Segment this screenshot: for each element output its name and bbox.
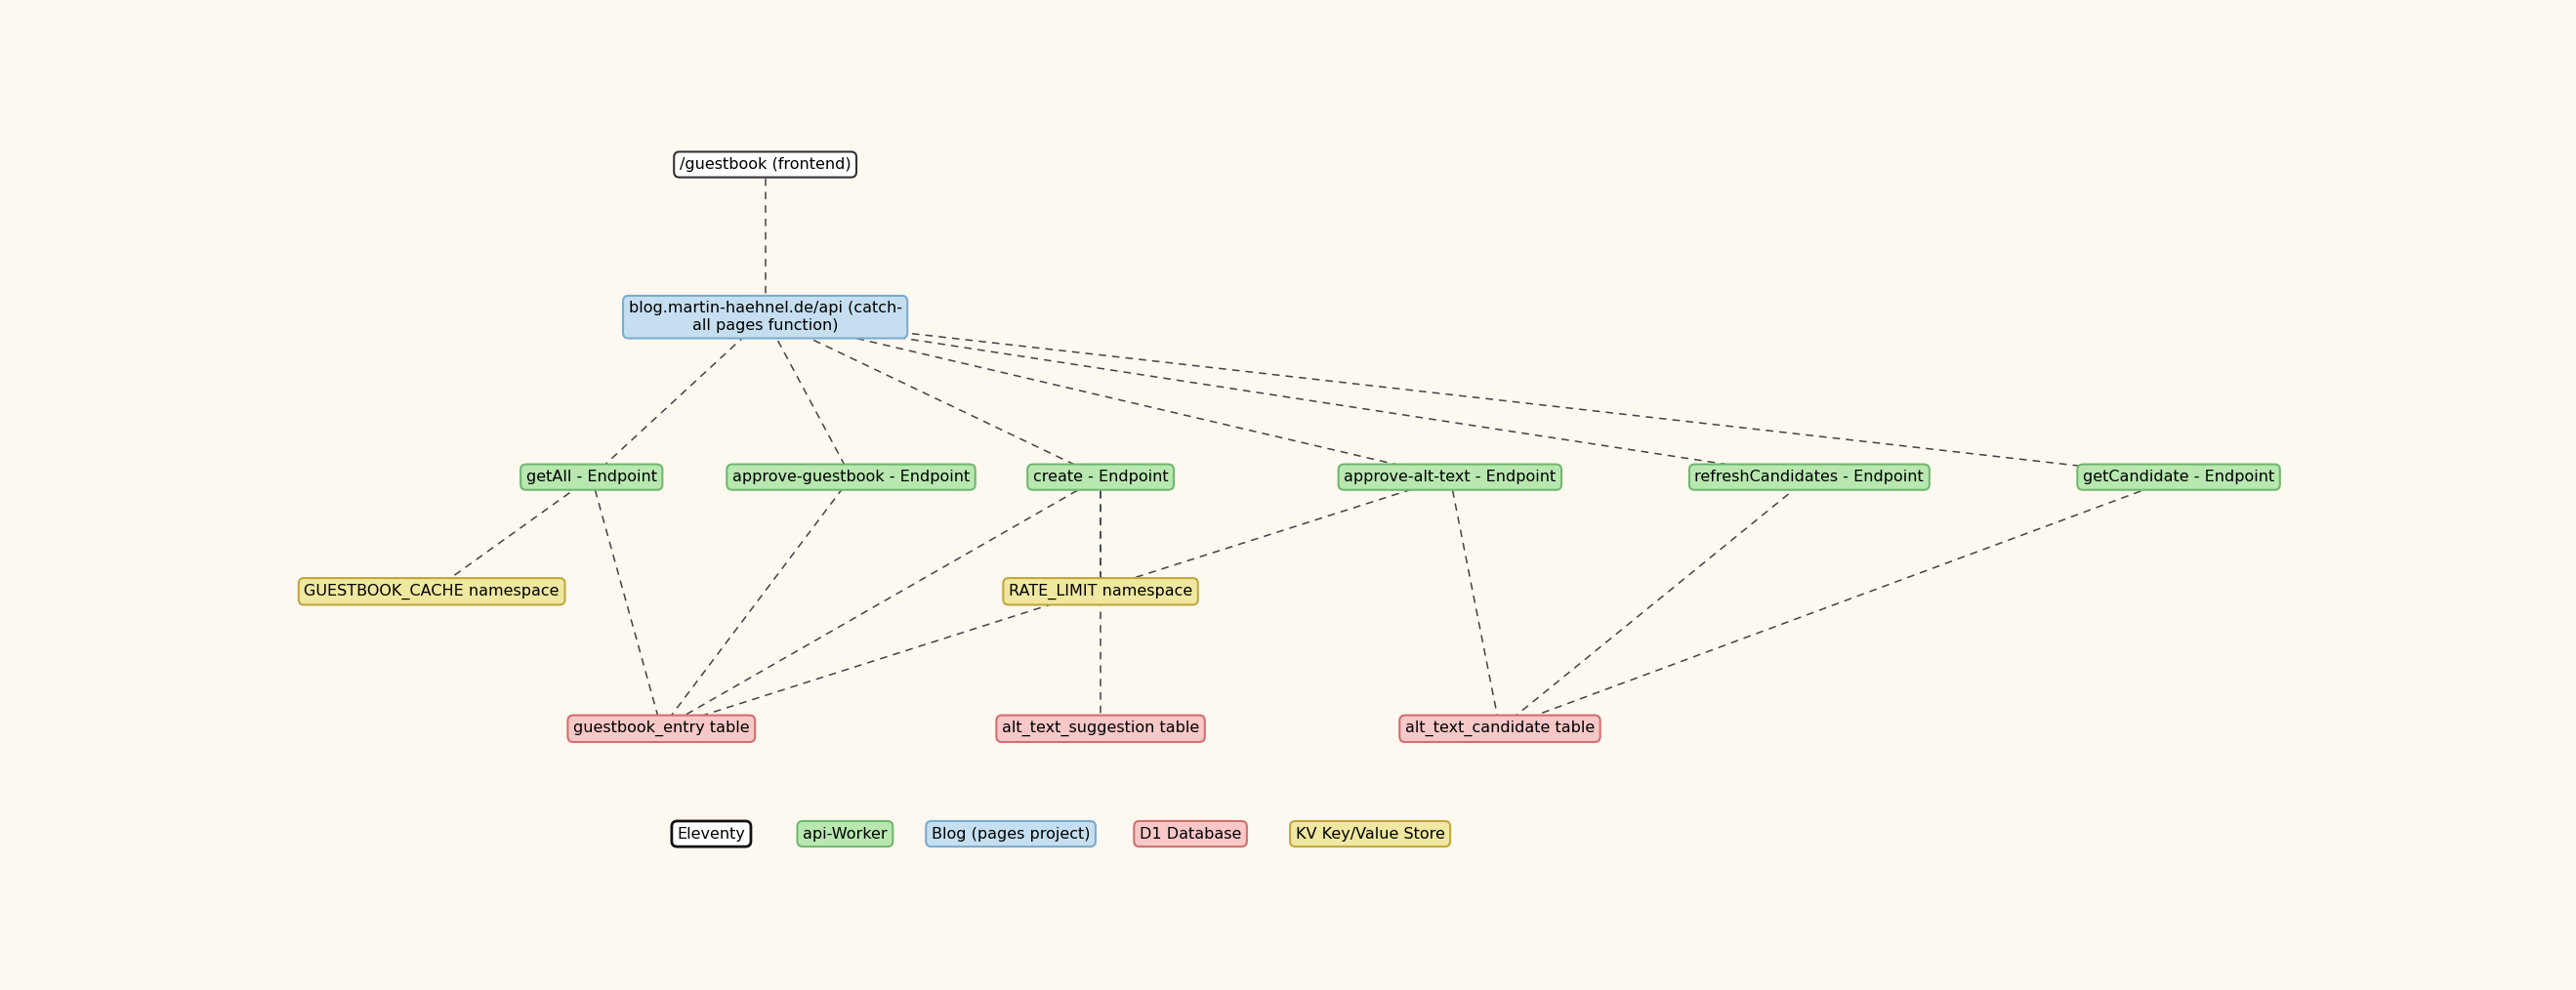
Text: api-Worker: api-Worker	[804, 827, 886, 842]
Text: KV Key/Value Store: KV Key/Value Store	[1296, 827, 1445, 842]
Text: D1 Database: D1 Database	[1139, 827, 1242, 842]
Text: getAll - Endpoint: getAll - Endpoint	[526, 470, 657, 484]
Text: guestbook_entry table: guestbook_entry table	[574, 721, 750, 737]
Text: blog.martin-haehnel.de/api (catch-
all pages function): blog.martin-haehnel.de/api (catch- all p…	[629, 301, 902, 333]
Text: approve-guestbook - Endpoint: approve-guestbook - Endpoint	[732, 470, 969, 484]
Text: Eleventy: Eleventy	[677, 827, 744, 842]
Text: create - Endpoint: create - Endpoint	[1033, 470, 1170, 484]
Text: Blog (pages project): Blog (pages project)	[933, 827, 1090, 842]
Text: getCandidate - Endpoint: getCandidate - Endpoint	[2084, 470, 2275, 484]
Text: RATE_LIMIT namespace: RATE_LIMIT namespace	[1010, 583, 1193, 599]
Text: GUESTBOOK_CACHE namespace: GUESTBOOK_CACHE namespace	[304, 583, 559, 599]
Text: approve-alt-text - Endpoint: approve-alt-text - Endpoint	[1345, 470, 1556, 484]
Text: alt_text_candidate table: alt_text_candidate table	[1404, 721, 1595, 737]
Text: refreshCandidates - Endpoint: refreshCandidates - Endpoint	[1695, 470, 1924, 484]
Text: /guestbook (frontend): /guestbook (frontend)	[680, 157, 850, 172]
Text: alt_text_suggestion table: alt_text_suggestion table	[1002, 721, 1200, 737]
